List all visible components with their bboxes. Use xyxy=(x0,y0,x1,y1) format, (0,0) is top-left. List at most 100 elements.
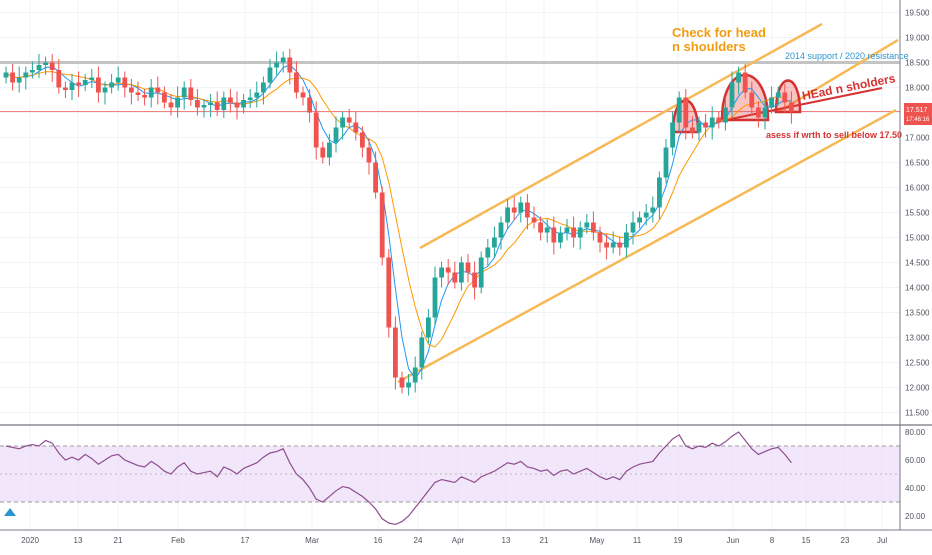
candle-body xyxy=(551,227,557,243)
candle-body xyxy=(313,112,319,148)
candle-body xyxy=(749,92,755,108)
candle-body xyxy=(769,97,774,108)
channel-upper-line xyxy=(419,22,823,250)
rsi-tick-label: 40.00 xyxy=(905,484,926,493)
candle-body xyxy=(327,142,332,158)
candle-body xyxy=(195,100,200,108)
candle-body xyxy=(406,382,411,388)
time-tick-label: 17 xyxy=(241,536,250,545)
candle-body xyxy=(360,132,365,148)
candle-body xyxy=(558,232,563,243)
candle-body xyxy=(300,92,306,98)
candle-body xyxy=(445,267,451,273)
candle-body xyxy=(597,232,603,243)
candle-body xyxy=(696,122,702,133)
candle-body xyxy=(373,162,378,193)
candle-body xyxy=(10,72,15,83)
candle-body xyxy=(228,97,233,103)
time-tick-label: 8 xyxy=(770,536,775,545)
price-badge-countdown: 17:46:16 xyxy=(906,117,930,123)
right-shoulder xyxy=(774,79,802,114)
candle-body xyxy=(43,62,48,65)
candle-body xyxy=(657,177,662,208)
candle-body xyxy=(102,87,108,93)
candle-body xyxy=(650,207,656,213)
candle-body xyxy=(610,242,616,248)
candle-body xyxy=(676,97,682,123)
candle-body xyxy=(756,107,761,118)
check-head-label-line1[interactable]: Check for head xyxy=(672,25,766,40)
time-tick-label: 13 xyxy=(502,536,511,545)
time-tick-label: May xyxy=(589,536,604,545)
horizontal-levels xyxy=(0,61,900,112)
candle-body xyxy=(63,87,68,90)
candle-body xyxy=(36,65,42,70)
candle-body xyxy=(340,117,345,128)
candle-body xyxy=(346,117,352,123)
price-tick-label: 19.500 xyxy=(905,9,930,18)
candle-body xyxy=(709,117,715,128)
candle-body xyxy=(492,237,497,248)
candle-body xyxy=(23,72,29,78)
candle-body xyxy=(181,87,187,98)
price-tick-label: 13.000 xyxy=(905,334,930,343)
candle-body xyxy=(498,222,504,238)
candle-body xyxy=(214,102,220,110)
candle-body xyxy=(683,97,689,128)
time-tick-label: 19 xyxy=(674,536,683,545)
candle-body xyxy=(736,72,741,83)
channel-lower-line xyxy=(397,108,897,384)
time-tick-label: 16 xyxy=(374,536,383,545)
price-tick-label: 11.500 xyxy=(905,409,929,418)
trend-channel[interactable] xyxy=(397,22,899,384)
candle-body xyxy=(76,82,81,85)
candle-body xyxy=(775,92,781,98)
candle-body xyxy=(294,72,299,93)
rsi-tick-label: 20.00 xyxy=(905,512,926,521)
candle-body xyxy=(465,262,471,273)
candle-body xyxy=(472,272,477,288)
price-tick-label: 12.500 xyxy=(905,359,930,368)
rsi-tick-label: 60.00 xyxy=(905,456,926,465)
time-tick-label: 21 xyxy=(540,536,549,545)
price-tick-label: 14.500 xyxy=(905,259,930,268)
candle-body xyxy=(439,267,444,278)
candle-body xyxy=(261,82,266,93)
price-tick-label: 19.000 xyxy=(905,34,930,43)
candle-body xyxy=(287,57,293,73)
candle-body xyxy=(782,92,788,103)
check-head-label-line2[interactable]: n shoulders xyxy=(672,39,746,54)
price-badge: 17.517 17:46:16 xyxy=(904,103,932,125)
candle-body xyxy=(459,262,464,283)
candle-body xyxy=(96,77,101,93)
sell-note-label[interactable]: asess if wrth to sell below 17.50 xyxy=(766,130,902,140)
candle-body xyxy=(742,72,748,93)
resistance-label[interactable]: 2014 support / 2020 resistance xyxy=(785,51,909,61)
candle-body xyxy=(109,82,114,88)
price-tick-label: 12.000 xyxy=(905,384,930,393)
candle-body xyxy=(162,92,167,103)
candle-body xyxy=(333,127,339,143)
rsi-panel xyxy=(0,424,932,526)
time-tick-label: Jul xyxy=(877,536,887,545)
candle-body xyxy=(274,62,279,68)
candle-body xyxy=(643,212,649,218)
candle-body xyxy=(3,72,9,78)
candle-body xyxy=(386,257,392,328)
candle-body xyxy=(703,122,708,128)
candle-body xyxy=(525,202,530,218)
candle-body xyxy=(505,207,510,223)
candle-body xyxy=(432,277,438,318)
time-tick-label: 23 xyxy=(841,536,850,545)
price-tick-label: 14.000 xyxy=(905,284,930,293)
candle-body xyxy=(577,227,583,238)
brand-logo xyxy=(4,508,16,516)
candle-body xyxy=(538,222,543,233)
candle-body xyxy=(254,92,260,98)
time-tick-label: Apr xyxy=(452,536,465,545)
candle-body xyxy=(122,77,128,88)
candle-body xyxy=(221,97,227,110)
price-tick-label: 17.000 xyxy=(905,134,930,143)
